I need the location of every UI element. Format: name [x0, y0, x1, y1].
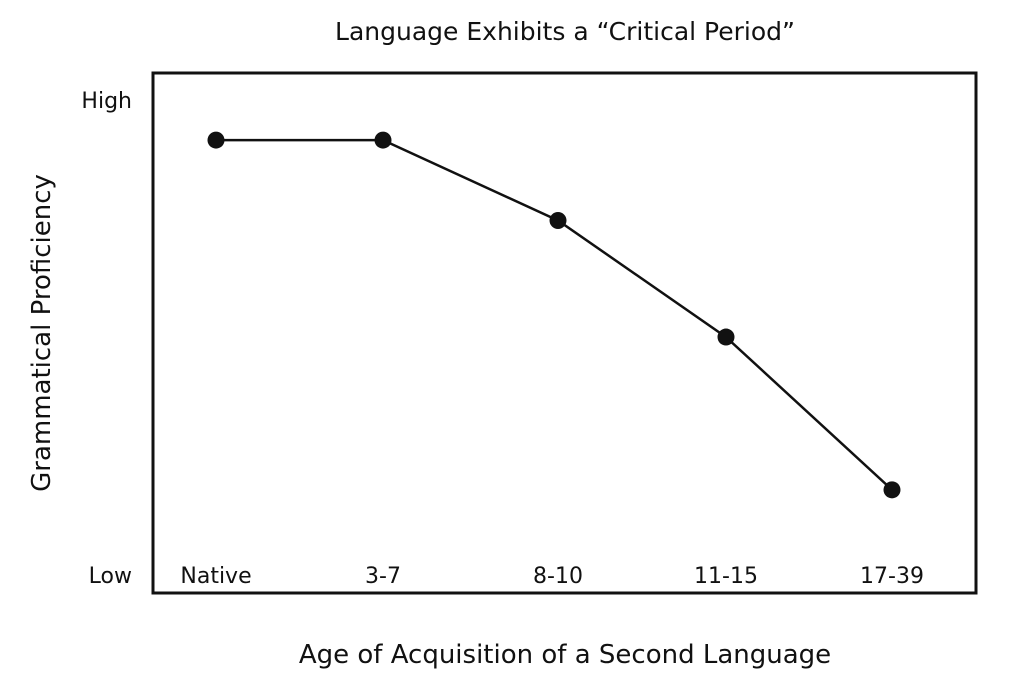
y-tick-high: High: [81, 89, 132, 114]
x-tick-label: 17-39: [860, 564, 924, 589]
data-point-4: [717, 328, 735, 346]
series-layer: [207, 131, 901, 499]
x-tick-label: Native: [180, 564, 251, 589]
x-axis-title: Age of Acquisition of a Second Language: [299, 640, 831, 670]
x-tick-labels: Native 3-7 8-10 11-15 17-39: [180, 564, 924, 589]
y-tick-low: Low: [89, 564, 132, 589]
y-axis-title: Grammatical Proficiency: [27, 174, 57, 492]
chart-title: Language Exhibits a “Critical Period”: [335, 17, 795, 46]
x-tick-label: 3-7: [365, 564, 401, 589]
data-point-2: [374, 131, 392, 149]
data-point-5: [883, 481, 901, 499]
x-tick-label: 11-15: [694, 564, 758, 589]
data-point-1: [207, 131, 225, 149]
data-point-3: [549, 211, 567, 229]
plot-frame: [151, 71, 978, 595]
x-tick-label: 8-10: [533, 564, 583, 589]
series-line: [216, 138, 893, 491]
